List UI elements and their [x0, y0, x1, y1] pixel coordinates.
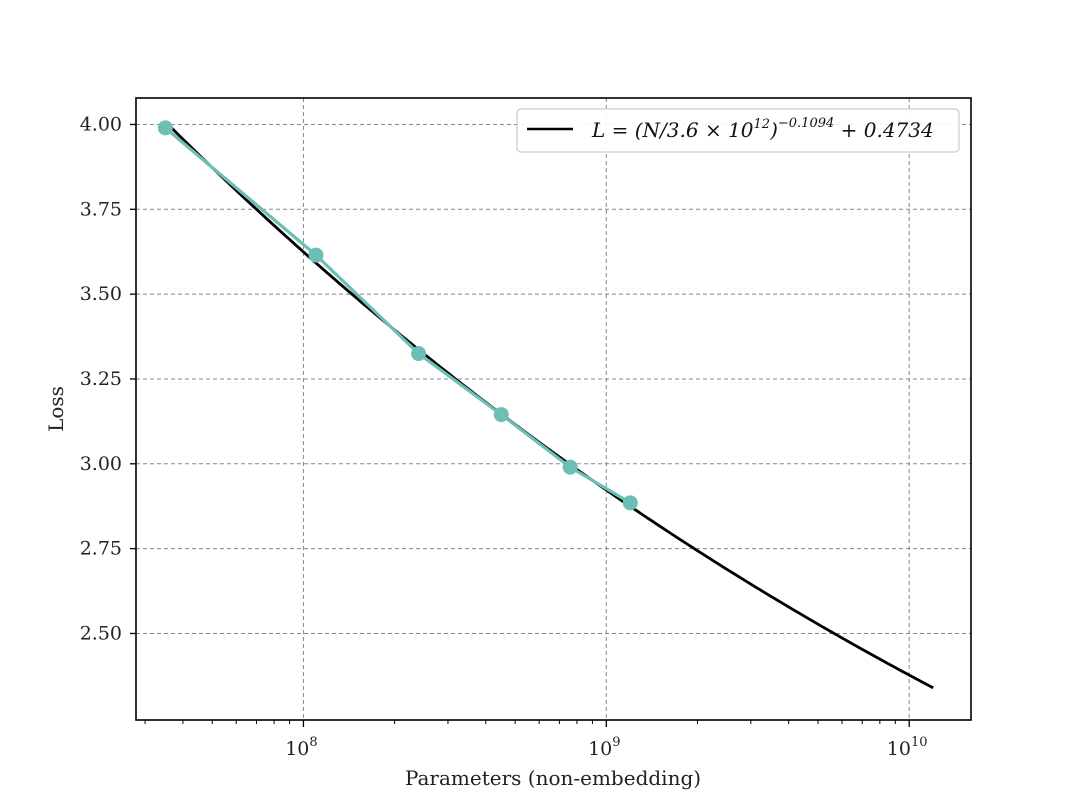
legend-mid: ) — [769, 118, 778, 142]
fit-curve — [164, 120, 934, 690]
y-tick-label: 4.00 — [80, 113, 122, 135]
legend-prefix: L = (N/3.6 × 10 — [591, 118, 754, 142]
y-tick-label: 3.25 — [80, 368, 122, 390]
legend-box — [516, 108, 960, 153]
fit-curve-group — [164, 120, 934, 690]
data-series-line — [164, 126, 632, 505]
legend-exp1: 12 — [754, 117, 771, 132]
y-tick-label: 2.50 — [80, 622, 122, 644]
x-tick-label: 1010 — [887, 735, 928, 760]
legend-exp2: −0.1094 — [778, 116, 834, 131]
data-point — [411, 346, 427, 362]
data-point — [493, 407, 509, 423]
y-axis-label: Loss — [44, 386, 68, 432]
axis-ticks — [130, 123, 910, 727]
data-point — [308, 247, 324, 263]
legend: L = (N/3.6 × 1012)−0.1094 + 0.4734 — [516, 108, 960, 153]
x-tick-label: 108 — [285, 735, 317, 760]
tick-labels: 4.00 3.75 3.50 3.25 3.00 2.75 2.50 108 109 1010 — [80, 113, 928, 760]
legend-suffix: + 0.4734 — [834, 118, 933, 142]
y-tick-label: 3.00 — [80, 453, 122, 475]
x-tick-label: 109 — [588, 735, 620, 760]
y-tick-label: 2.75 — [80, 538, 122, 560]
plot-frame — [135, 97, 972, 721]
data-point — [622, 495, 638, 511]
data-point — [562, 459, 578, 475]
grid-lines — [136, 98, 971, 720]
data-series-group — [157, 120, 638, 511]
y-tick-label: 3.50 — [80, 283, 122, 305]
data-point — [157, 120, 173, 136]
x-axis-label: Parameters (non-embedding) — [405, 766, 701, 790]
y-tick-label: 3.75 — [80, 198, 122, 220]
legend-label: L = (N/3.6 × 1012)−0.1094 + 0.4734 — [591, 116, 934, 142]
